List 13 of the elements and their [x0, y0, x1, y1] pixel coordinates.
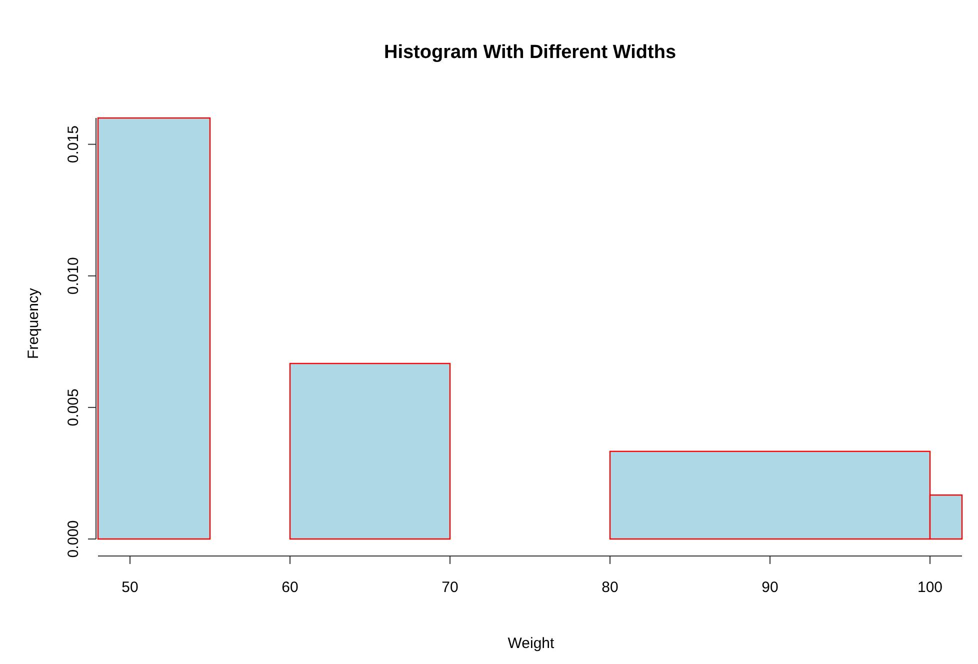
- x-tick-label: 50: [122, 579, 138, 596]
- y-tick-label: 0.010: [65, 257, 82, 295]
- x-tick-label: 80: [602, 579, 618, 596]
- y-axis-title: Frequency: [25, 288, 42, 359]
- x-axis-title: Weight: [508, 635, 556, 652]
- x-tick-label: 70: [442, 579, 458, 596]
- x-tick-label: 90: [762, 579, 778, 596]
- chart-title: Histogram With Different Widths: [384, 42, 676, 63]
- y-tick-label: 0.005: [65, 388, 82, 426]
- y-tick-label: 0.000: [65, 520, 82, 558]
- x-tick-label: 100: [917, 579, 943, 596]
- x-tick-label: 60: [282, 579, 298, 596]
- y-tick-label: 0.015: [65, 126, 82, 164]
